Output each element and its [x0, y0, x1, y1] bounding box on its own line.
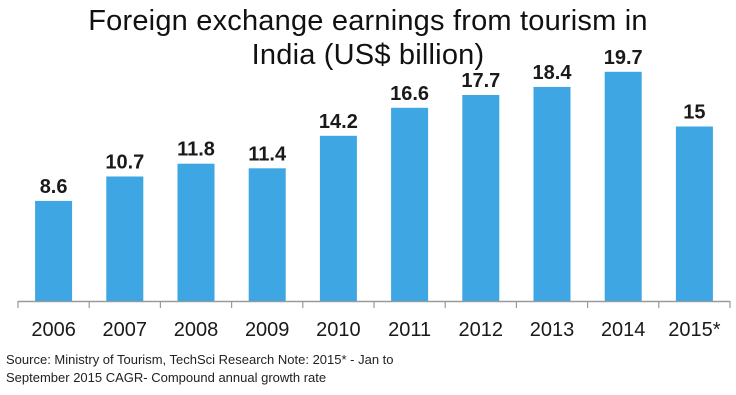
bar-2007 — [106, 176, 144, 301]
x-tick-label: 2007 — [103, 319, 148, 341]
source-note-line-1: Source: Ministry of Tourism, TechSci Res… — [6, 352, 394, 367]
data-label: 8.6 — [40, 176, 68, 198]
data-label: 15 — [683, 102, 705, 124]
x-tick-label: 2009 — [245, 319, 290, 341]
chart-title: Foreign exchange earnings from tourism i… — [0, 4, 736, 72]
source-note: Source: Ministry of Tourism, TechSci Res… — [6, 351, 730, 387]
data-label: 10.7 — [105, 152, 144, 174]
data-label: 14.2 — [319, 111, 358, 133]
bar-2015 — [675, 126, 713, 301]
chart-title-line-1: Foreign exchange earnings from tourism i… — [88, 5, 648, 37]
data-label: 11.8 — [177, 139, 215, 161]
x-tick-label: 2010 — [316, 319, 361, 341]
bar-2010 — [319, 135, 357, 301]
data-label: 18.4 — [533, 62, 573, 84]
data-label: 19.7 — [604, 47, 643, 69]
bar-2006 — [35, 200, 73, 301]
source-note-line-2: September 2015 CAGR- Compound annual gro… — [6, 370, 327, 385]
x-tick-label: 2006 — [31, 319, 76, 341]
bar-chart: 8.6 2006 10.7 2007 11.8 2008 11.4 2009 14.2 2010 1… — [17, 47, 731, 341]
x-tick-label: 2015* — [668, 319, 720, 341]
x-tick-label: 2014 — [601, 319, 646, 341]
bar-2008 — [177, 163, 215, 301]
bar-2011 — [391, 107, 429, 301]
bar-2013 — [533, 86, 571, 302]
x-tick-label: 2012 — [459, 319, 504, 341]
bar-2014 — [604, 71, 642, 301]
chart-title-line-2: India (US$ billion) — [251, 39, 485, 71]
x-tick-label: 2013 — [530, 319, 575, 341]
data-label: 16.6 — [390, 83, 429, 105]
x-tick-label: 2011 — [388, 319, 431, 341]
bar-2009 — [248, 168, 286, 301]
data-label: 17.7 — [461, 70, 500, 92]
x-tick-label: 2008 — [174, 319, 219, 341]
bar-2012 — [462, 95, 500, 301]
data-label: 11.4 — [248, 143, 287, 165]
